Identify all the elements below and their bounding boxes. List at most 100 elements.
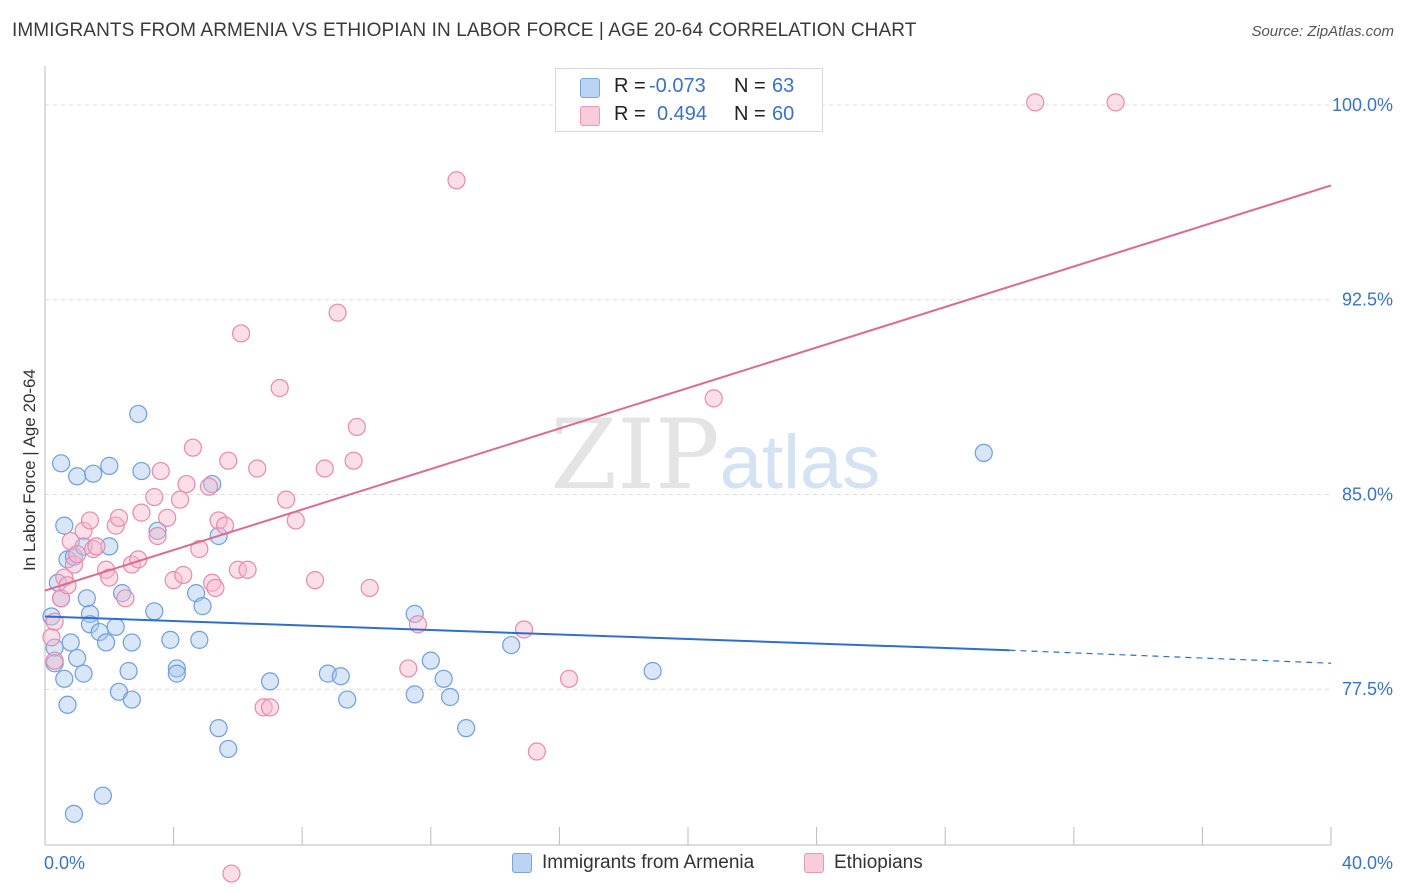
x-tick-label: 0.0% (44, 853, 85, 873)
bottom-armenia-swatch (512, 853, 532, 873)
armenia-point (203, 474, 222, 494)
armenia-point (974, 443, 993, 463)
ethiopians-point (347, 417, 366, 437)
armenia-point (219, 739, 238, 759)
armenia-point (45, 638, 64, 657)
armenia-point (90, 622, 109, 642)
armenia-point (68, 648, 87, 668)
ethiopians-point (183, 438, 202, 457)
armenia-point (405, 604, 424, 623)
gridlines (45, 104, 1331, 690)
ethiopians-point (148, 526, 167, 546)
ethiopians-point (100, 568, 119, 587)
armenia-r-value: -0.073 (649, 75, 706, 97)
ethiopians-point (360, 578, 379, 598)
armenia-point (77, 589, 96, 608)
armenia-point (122, 633, 141, 652)
ethiopians-point (87, 537, 106, 556)
ethiopians-point (305, 571, 325, 590)
ethiopians-point (254, 698, 273, 717)
armenia-n-value: 63 (772, 75, 795, 97)
ethiopians-point (527, 742, 546, 761)
ethiopians-point (190, 539, 209, 559)
ethiopians-r-value: 0.494 (657, 103, 708, 125)
ethiopians-point (177, 474, 196, 494)
armenia-point (338, 690, 357, 709)
armenia-point (148, 521, 167, 540)
x-tick-label: 40.0% (1342, 853, 1393, 873)
ethiopians-point (328, 303, 347, 322)
axes (44, 66, 1332, 846)
armenia-point (132, 461, 151, 481)
watermark-atlas: atlas (720, 420, 881, 505)
armenia-point (64, 804, 84, 823)
ethiopians-point (145, 487, 164, 507)
armenia-point (643, 661, 662, 681)
armenia-point (84, 464, 103, 483)
ethiopians-point (219, 451, 238, 470)
ethiopians-point (174, 565, 193, 585)
chart-title: IMMIGRANTS FROM ARMENIA VS ETHIOPIAN IN … (12, 20, 917, 41)
armenia-point (113, 584, 132, 603)
y-tick-label: 85.0% (1342, 484, 1393, 504)
armenia-point (129, 404, 148, 424)
armenia-r-label: R = (614, 75, 646, 97)
ethiopians-point (84, 539, 103, 559)
legend-row-armenia: R = -0.073 N = 63 (556, 72, 822, 102)
ethiopians-point (64, 555, 84, 574)
ethiopians-point (42, 628, 61, 647)
ethiopians-point (270, 378, 289, 398)
ethiopians-point (132, 503, 151, 522)
armenia-point (51, 454, 71, 473)
ethiopians-point (45, 651, 64, 670)
ethiopians-point (260, 698, 280, 717)
armenia-point (58, 695, 77, 714)
ethiopians-n-value: 60 (772, 103, 795, 125)
armenia-point (93, 786, 112, 805)
armenia-point (122, 690, 141, 709)
ethiopians-trend-line (44, 184, 1332, 592)
ethiopians-point (228, 560, 247, 579)
bottom-armenia-label: Immigrants from Armenia (542, 852, 755, 873)
armenia-point (68, 467, 87, 486)
armenia-point (457, 719, 476, 738)
ethiopians-swatch (580, 106, 600, 126)
armenia-point (421, 651, 440, 670)
y-tick-label: 92.5% (1342, 290, 1393, 310)
ethiopians-point (514, 620, 534, 639)
ethiopians-point (109, 508, 129, 527)
data-points (42, 93, 1125, 883)
armenia-point (167, 659, 186, 678)
armenia-point (405, 685, 424, 704)
ethiopians-point (170, 490, 190, 509)
armenia-point (74, 664, 93, 683)
armenia-point (55, 516, 74, 535)
ethiopians-point (559, 669, 579, 688)
source-credit: Source: ZipAtlas.com (1251, 23, 1394, 40)
ethiopians-point (68, 545, 87, 564)
armenia-point (61, 633, 80, 652)
armenia-point (190, 630, 209, 649)
correlation-legend: R = -0.073 N = 63 R = 0.494 N = 60 (555, 68, 823, 132)
armenia-point (167, 664, 186, 683)
ethiopians-point (286, 511, 305, 530)
y-tick-label: 100.0% (1332, 95, 1393, 115)
armenia-n-label: N = (734, 75, 766, 97)
ethiopians-point (232, 324, 251, 343)
armenia-point (434, 669, 453, 688)
armenia-point (80, 615, 100, 634)
armenia-point (119, 661, 138, 681)
watermark-zip: ZIP (550, 399, 719, 511)
ethiopians-point (222, 864, 241, 883)
ethiopians-point (80, 511, 100, 530)
ethiopians-point (704, 389, 723, 408)
armenia-point (331, 667, 350, 686)
armenia-trend-extension (1009, 649, 1332, 664)
armenia-point (55, 669, 74, 688)
ethiopians-point (206, 578, 225, 598)
ethiopians-point (315, 459, 334, 478)
ethiopians-point (277, 490, 296, 509)
tick-labels: 77.5% 85.0% 92.5% 100.0% 0.0% 40.0% (44, 95, 1393, 873)
armenia-point (502, 635, 521, 655)
